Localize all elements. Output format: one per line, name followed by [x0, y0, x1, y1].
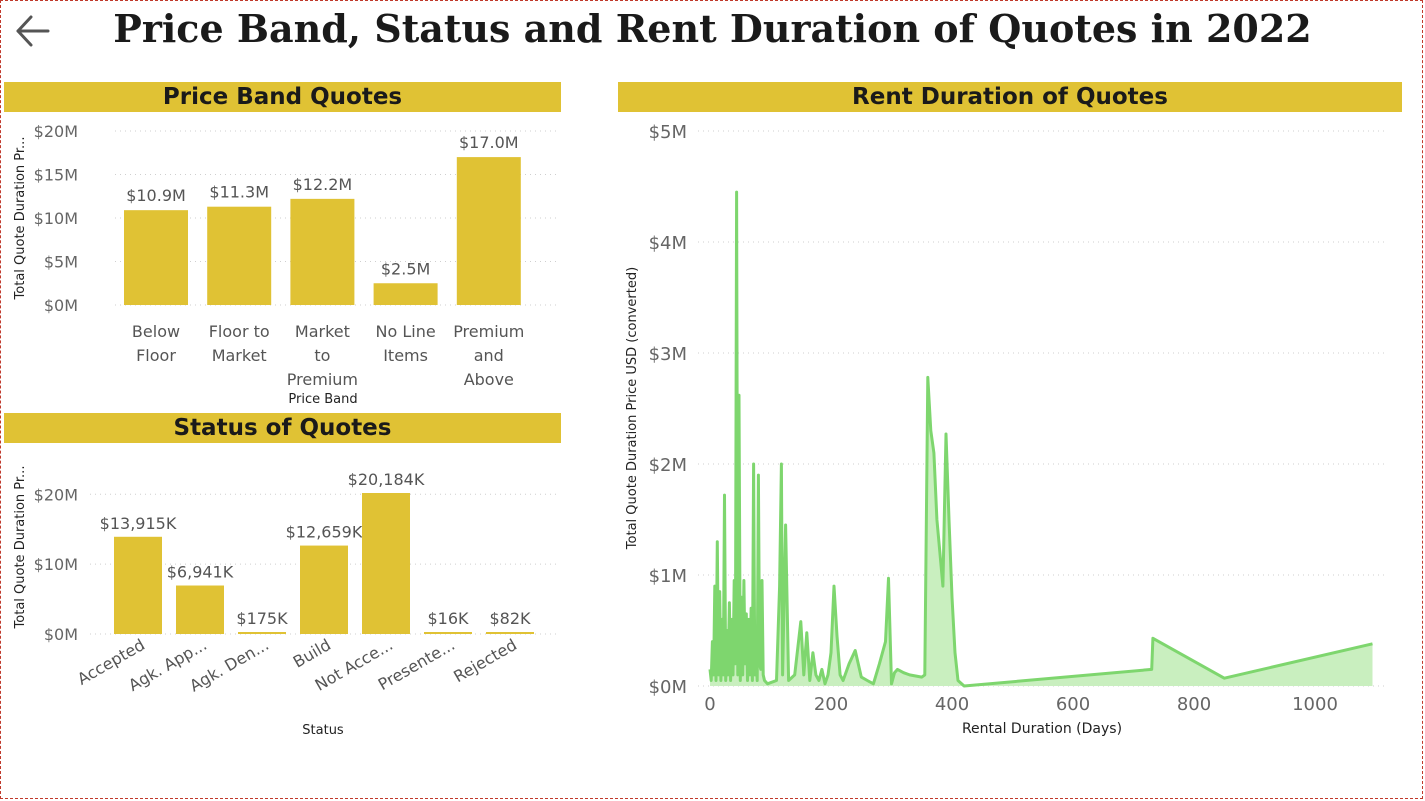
rent-xtick-label: 800 — [1177, 694, 1211, 715]
price-band-data-label: $17.0M — [459, 133, 519, 152]
price-band-header: Price Band Quotes — [4, 82, 561, 112]
rent-ytick-label: $3M — [649, 344, 687, 365]
rent-ytick-label: $2M — [649, 455, 687, 476]
status-bar — [238, 632, 286, 634]
price-band-bar — [456, 157, 521, 305]
status-category-label: Build — [290, 635, 334, 672]
status-ytick-label: $0M — [44, 625, 78, 644]
rent-area — [710, 192, 1373, 686]
price-band-category-label: No Line — [376, 322, 436, 341]
price-band-data-label: $10.9M — [126, 186, 186, 205]
status-bar — [424, 632, 472, 634]
price-band-category-label: Market — [212, 346, 267, 365]
status-bar — [176, 585, 224, 634]
status-ytick-label: $10M — [34, 555, 78, 574]
status-ylabel: Total Quote Duration Pr... — [13, 466, 28, 630]
rent-xtick-label: 1000 — [1292, 694, 1338, 715]
rent-xtick-label: 0 — [704, 694, 715, 715]
price-band-category-label: Above — [464, 370, 514, 389]
status-xlabel: Status — [302, 723, 344, 738]
status-header: Status of Quotes — [4, 413, 561, 443]
rent-xlabel: Rental Duration (Days) — [962, 721, 1122, 737]
rent-ytick-label: $4M — [649, 233, 687, 254]
price-band-ylabel: Total Quote Duration Pr... — [13, 137, 28, 301]
price-band-bar — [124, 210, 188, 305]
price-band-category-label: to — [314, 346, 330, 365]
rent-ytick-label: $5M — [649, 122, 687, 143]
price-band-ytick-label: $5M — [44, 253, 78, 272]
price-band-ytick-label: $15M — [34, 166, 78, 185]
rent-ytick-label: $1M — [649, 566, 687, 587]
status-data-label: $13,915K — [100, 514, 177, 533]
status-bar — [486, 632, 534, 634]
status-data-label: $175K — [236, 609, 288, 628]
price-band-xlabel: Price Band — [288, 392, 357, 407]
price-band-bar — [207, 206, 272, 305]
status-ytick-label: $20M — [34, 485, 78, 504]
price-band-ytick-label: $20M — [34, 122, 78, 141]
status-data-label: $16K — [427, 609, 469, 628]
price-band-data-label: $2.5M — [381, 259, 430, 278]
price-band-ytick-label: $0M — [44, 296, 78, 315]
rent-ytick-label: $0M — [649, 677, 687, 698]
price-band-ytick-label: $10M — [34, 209, 78, 228]
rent-duration-header: Rent Duration of Quotes — [618, 82, 1402, 112]
price-band-category-label: and — [474, 346, 504, 365]
status-data-label: $20,184K — [348, 470, 425, 489]
price-band-category-label: Premium — [453, 322, 524, 341]
rent-xtick-label: 400 — [935, 694, 969, 715]
price-band-category-label: Items — [383, 346, 428, 365]
status-bar — [300, 545, 348, 634]
status-data-label: $82K — [489, 609, 531, 628]
price-band-category-label: Market — [295, 322, 350, 341]
price-band-category-label: Floor — [136, 346, 176, 365]
price-band-category-label: Premium — [287, 370, 358, 389]
price-band-bar — [290, 198, 355, 305]
status-data-label: $6,941K — [167, 563, 234, 582]
price-band-data-label: $11.3M — [209, 183, 269, 202]
price-band-category-label: Below — [132, 322, 180, 341]
page-title: Price Band, Status and Rent Duration of … — [113, 6, 1312, 51]
rent-xtick-label: 600 — [1056, 694, 1090, 715]
status-category-label: Rejected — [450, 635, 520, 686]
price-band-bar — [373, 283, 438, 305]
rent-xtick-label: 200 — [814, 694, 848, 715]
status-bar — [362, 493, 410, 634]
status-data-label: $12,659K — [286, 523, 363, 542]
price-band-category-label: Floor to — [209, 322, 270, 341]
price-band-data-label: $12.2M — [293, 175, 353, 194]
status-bar — [114, 536, 162, 634]
arrow-left-icon[interactable] — [14, 12, 54, 52]
rent-line — [708, 190, 1373, 688]
rent-ylabel: Total Quote Duration Price USD (converte… — [625, 267, 640, 550]
